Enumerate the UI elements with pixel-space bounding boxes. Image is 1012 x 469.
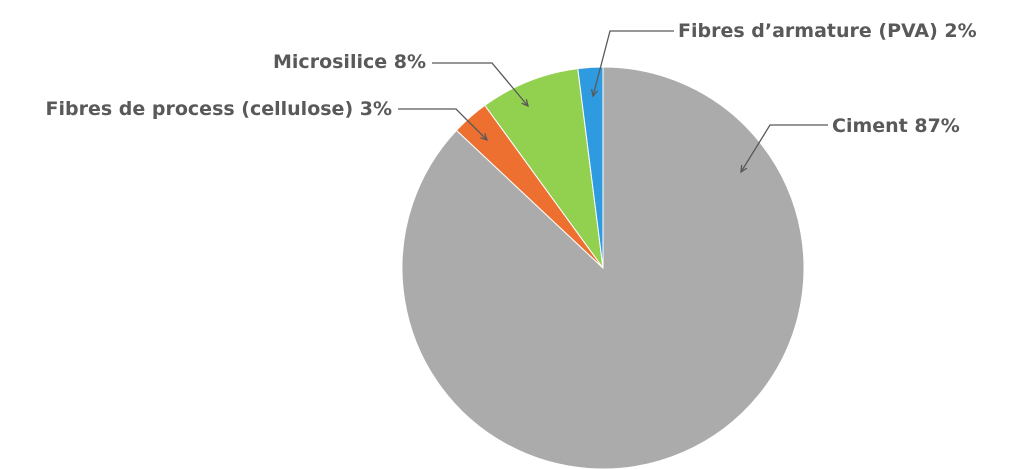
leader-line-fibres-process-arrowhead (480, 133, 489, 142)
leader-line-microsilice (432, 62, 529, 107)
leader-line-fibres-armature (592, 30, 674, 97)
data-label-fibres-process: Fibres de process (cellulose) 3% (46, 98, 392, 120)
pie-slice-microsilice (484, 68, 604, 269)
data-label-microsilice: Microsilice 8% (273, 51, 426, 73)
data-label-fibres-armature: Fibres d’armature (PVA) 2% (678, 20, 977, 42)
leader-line-fibres-process (398, 108, 488, 141)
leader-line-microsilice-arrowhead (521, 99, 529, 108)
pie-slice-ciment (401, 66, 805, 469)
data-label-ciment: Ciment 87% (832, 115, 960, 137)
pie-slices (401, 66, 805, 469)
leader-line-ciment-arrowhead (740, 164, 748, 174)
leader-lines (398, 30, 828, 174)
leader-line-ciment (740, 124, 828, 173)
leader-line-fibres-armature-arrowhead (590, 88, 598, 98)
pie-slice-fibres-d-armature-pva (577, 66, 604, 269)
